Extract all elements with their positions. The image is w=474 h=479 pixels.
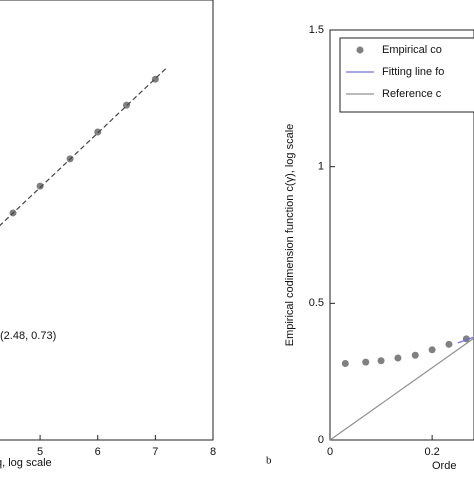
x-tick-label: 5 — [37, 446, 43, 458]
point — [445, 340, 453, 348]
point — [341, 359, 349, 367]
point — [36, 182, 44, 190]
point — [411, 351, 419, 359]
panel-label: b — [266, 455, 272, 467]
y-tick-label: 1.5 — [309, 24, 324, 36]
y-tick-label: 0.5 — [309, 297, 324, 309]
y-tick-label: 1 — [318, 161, 324, 173]
x-tick-label: 8 — [210, 446, 216, 458]
point — [362, 358, 370, 366]
point — [377, 357, 385, 365]
point — [394, 354, 402, 362]
legend-swatch — [356, 46, 364, 54]
line — [329, 338, 474, 441]
x-tick-label: 6 — [95, 446, 101, 458]
y-tick-label: 0 — [318, 434, 324, 446]
line — [0, 67, 167, 227]
axes-box — [0, 0, 214, 441]
axes-box — [329, 29, 474, 441]
point — [94, 128, 102, 136]
x-tick-label: 0 — [327, 446, 333, 458]
legend-label: Reference c — [382, 88, 442, 100]
legend-label: Empirical co — [382, 44, 442, 56]
x-axis-label: q, log scale — [0, 457, 52, 469]
annotation: (2.48, 0.73) — [0, 330, 56, 342]
x-tick-label: 7 — [152, 446, 158, 458]
point — [428, 346, 436, 354]
x-axis-label: Orde — [432, 460, 456, 472]
legend-label: Fitting line fo — [382, 66, 444, 78]
x-tick-label: 0.2 — [424, 446, 439, 458]
line — [457, 336, 474, 344]
y-axis-label: Empirical codimension function c(γ), log… — [284, 124, 296, 347]
